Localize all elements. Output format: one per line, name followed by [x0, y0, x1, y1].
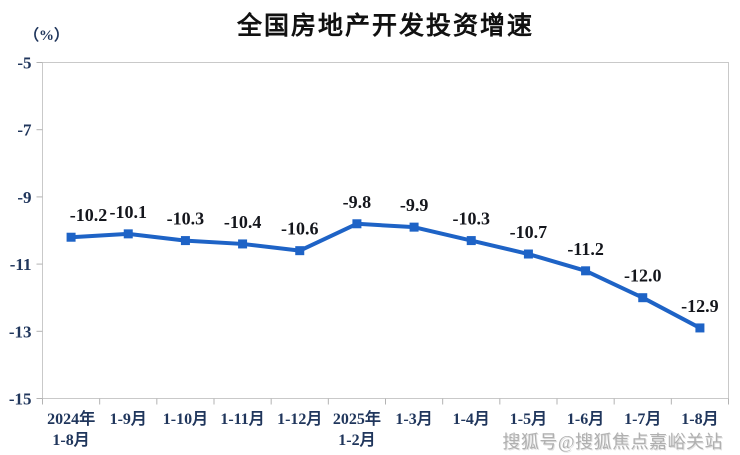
data-point-label: -10.6: [281, 219, 319, 239]
x-axis-category-label: 1-8月: [681, 410, 718, 428]
data-point-marker: [123, 229, 133, 239]
y-axis-unit-label: （%）: [24, 28, 70, 44]
data-point-marker: [638, 293, 648, 303]
data-point-label: -9.9: [400, 195, 429, 215]
data-point-marker: [581, 266, 591, 276]
data-point-label: -10.4: [224, 212, 262, 232]
data-point-marker: [523, 249, 533, 259]
data-point-label: -10.1: [110, 202, 148, 222]
x-axis-category-label: 2025年 1-2月: [333, 409, 381, 449]
plot-area-border: [42, 62, 729, 399]
data-point-marker: [238, 239, 248, 249]
watermark-text: 搜狐号@搜狐焦点嘉峪关站: [502, 432, 723, 452]
x-axis-category-label: 1-12月: [277, 410, 322, 428]
x-axis-category-label: 2024年 1-8月: [47, 409, 95, 449]
data-line: [69, 221, 702, 330]
x-axis-category-label: 1-5月: [510, 410, 547, 428]
x-axis-category-label: 1-7月: [624, 410, 661, 428]
x-axis-category-label: 1-9月: [110, 410, 147, 428]
y-axis-tick-label: -7: [17, 121, 32, 140]
data-point-label: -12.9: [681, 296, 719, 316]
data-point-label: -10.7: [510, 222, 548, 242]
chart-title: 全国房地产开发投资增速: [236, 12, 534, 40]
data-point-label: -10.3: [167, 209, 205, 229]
x-axis-category-label: 1-6月: [567, 410, 604, 428]
data-point-marker: [66, 232, 76, 242]
x-axis-category-label: 1-10月: [163, 410, 208, 428]
data-point-marker: [409, 222, 419, 232]
data-point-label: -9.8: [343, 192, 372, 212]
x-axis-category-label: 1-3月: [395, 410, 432, 428]
data-point-marker: [180, 236, 190, 246]
data-point-label: -10.3: [453, 209, 491, 229]
y-axis-tick-label: -5: [17, 54, 31, 73]
x-axis-category-label: 1-11月: [220, 410, 264, 428]
data-point-marker: [352, 219, 362, 229]
y-axis-tick-label: -13: [9, 322, 32, 341]
data-point-label: -10.2: [70, 205, 108, 225]
y-axis-tick-label: -9: [17, 188, 31, 207]
data-point-label: -11.2: [567, 239, 604, 259]
y-axis-tick-label: -15: [9, 390, 32, 409]
x-axis-category-label: 1-4月: [453, 410, 490, 428]
data-point-marker: [466, 236, 476, 246]
data-point-label: -12.0: [624, 266, 662, 286]
data-point-marker: [295, 246, 305, 256]
data-point-marker: [695, 323, 705, 333]
y-axis-tick-label: -11: [10, 255, 32, 274]
